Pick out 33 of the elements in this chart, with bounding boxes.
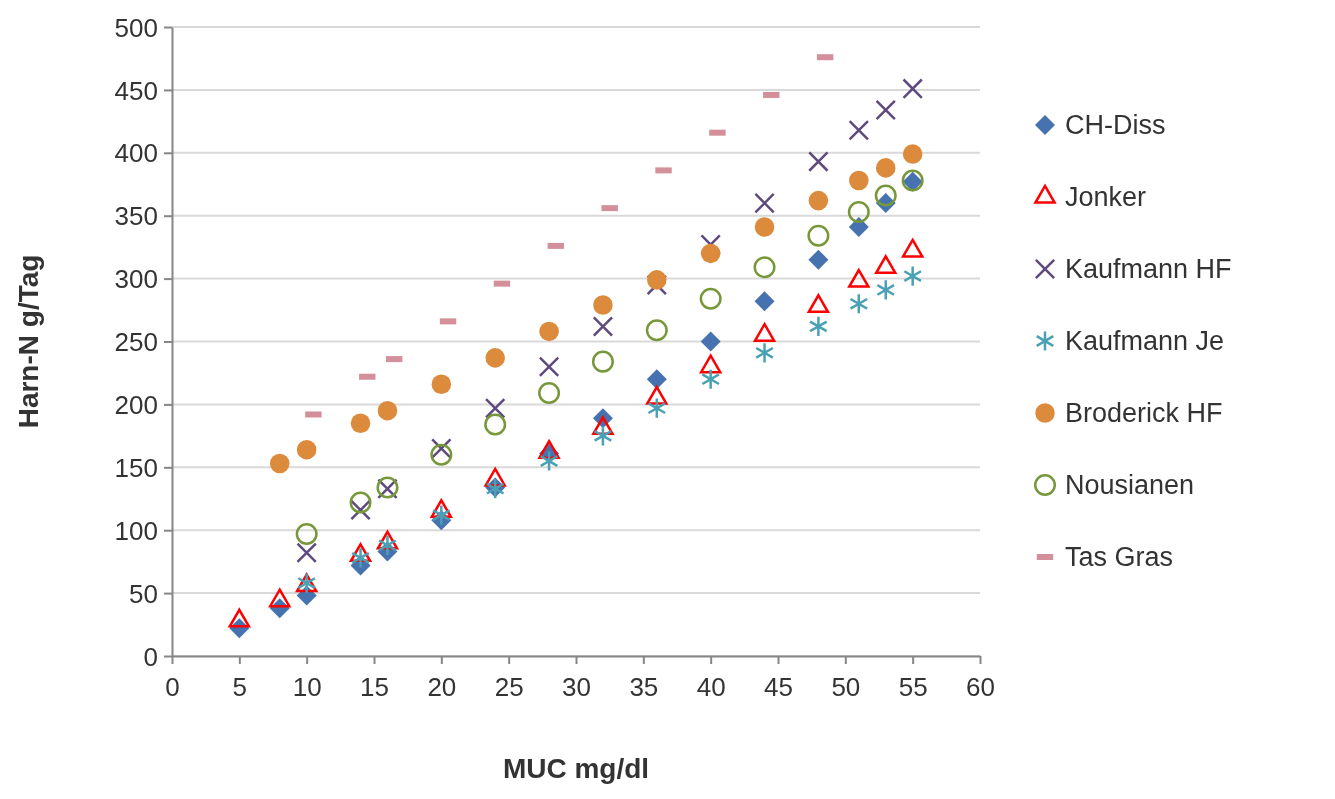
x-tick-label: 55 (898, 671, 928, 702)
legend-label: Jonker (1065, 182, 1147, 213)
y-tick-label: 300 (114, 264, 158, 295)
x-tick-label: 40 (696, 671, 726, 702)
x-tick-label: 60 (966, 671, 995, 702)
legend-label: Kaufmann Je (1065, 326, 1225, 357)
y-tick-label: 200 (114, 390, 158, 420)
x-tick-label: 50 (831, 671, 861, 702)
y-tick-label: 500 (114, 12, 158, 43)
y-tick-label: 50 (129, 578, 158, 609)
y-axis-title: Harn-N g/Tag (13, 254, 44, 429)
legend-label: Broderick HF (1065, 398, 1223, 429)
legend-label: Nousianen (1065, 470, 1195, 501)
y-tick-label: 250 (114, 327, 158, 358)
x-tick-label: 5 (232, 671, 248, 702)
legend-label: Kaufmann HF (1065, 254, 1232, 285)
y-tick-label: 150 (114, 452, 158, 483)
y-tick-label: 0 (143, 641, 158, 672)
x-tick-label: 45 (764, 671, 793, 702)
x-tick-label: 20 (427, 671, 457, 702)
x-tick-label: 25 (494, 671, 524, 702)
y-tick-label: 350 (114, 201, 158, 232)
x-tick-label: 0 (165, 671, 180, 702)
y-tick-label: 100 (114, 515, 158, 546)
legend-label: Tas Gras (1065, 542, 1174, 573)
y-tick-label: 400 (114, 138, 158, 169)
x-tick-label: 10 (292, 671, 322, 702)
x-tick-label: 35 (629, 671, 659, 702)
legend-label: CH-Diss (1065, 110, 1166, 141)
x-tick-label: 30 (562, 671, 591, 702)
y-tick-label: 450 (114, 75, 158, 106)
x-axis-title: MUC mg/dl (502, 753, 650, 784)
x-tick-label: 15 (360, 671, 389, 702)
